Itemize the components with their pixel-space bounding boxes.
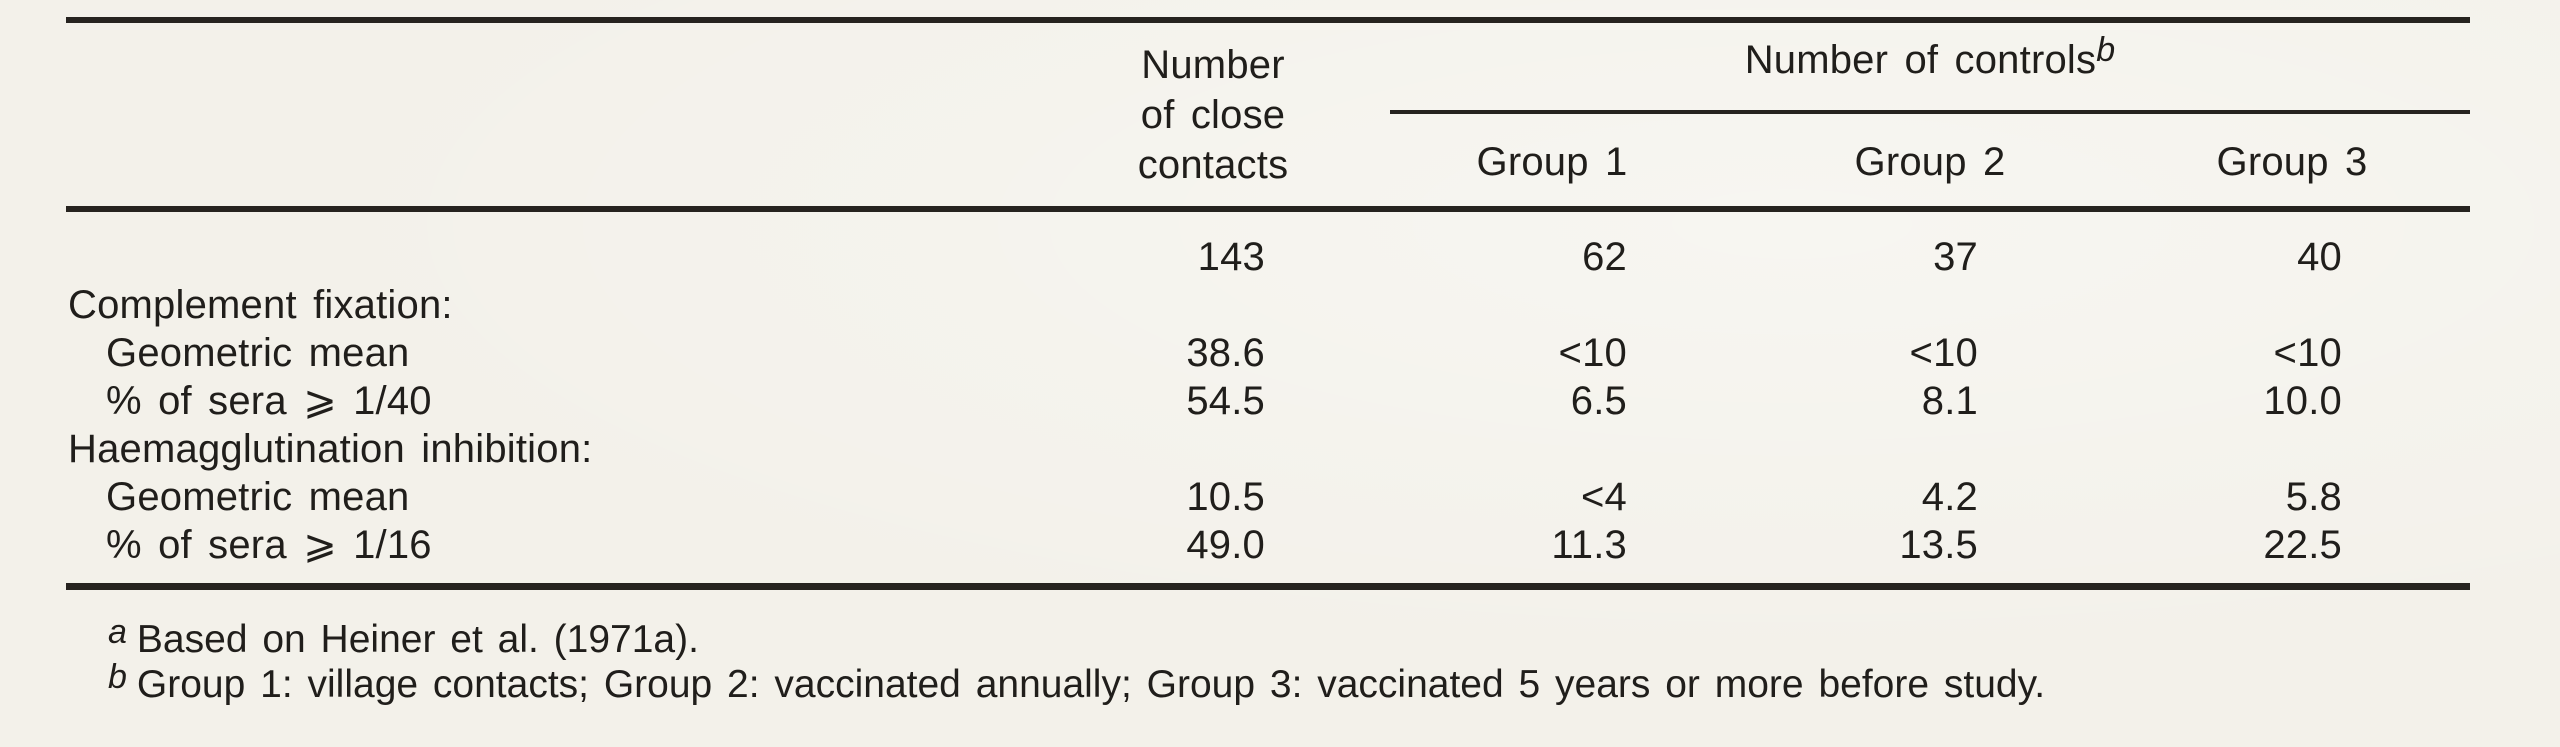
cell-hi-pct-group-2: 13.5 [1899, 523, 1978, 567]
table-bottom-rule [66, 583, 2470, 590]
cell-cf-geomean-group-3: <10 [2273, 331, 2342, 375]
footnote-a-text: Based on Heiner et al. (1971a). [136, 618, 699, 661]
row-label-cf-pct-sera: % of sera ⩾ 1/40 [106, 379, 432, 423]
cell-cf-pct-group-2: 8.1 [1921, 379, 1978, 423]
row-label-hi-pct-sera: % of sera ⩾ 1/16 [106, 523, 432, 567]
close-contacts-header-line-1: Number [1141, 43, 1285, 87]
cell-cf-pct-group-3: 10.0 [2263, 379, 2342, 423]
cell-hi-geomean-group-1: <4 [1580, 475, 1627, 519]
footnote-b: b Group 1: village contacts; Group 2: vac… [108, 658, 2046, 709]
header-divider-rule [66, 206, 2470, 212]
group-2-column-header: Group 2 [1854, 140, 2006, 184]
counts-close-contacts: 143 [1197, 235, 1265, 279]
close-contacts-header-line-2: of close [1140, 93, 1286, 137]
counts-group-2: 37 [1933, 235, 1978, 279]
cell-cf-pct-close-contacts: 54.5 [1186, 379, 1265, 423]
group-1-column-header: Group 1 [1476, 140, 1628, 184]
group-3-column-header: Group 3 [2216, 140, 2368, 184]
cell-hi-pct-group-3: 22.5 [2263, 523, 2342, 567]
row-label-hi-geometric-mean: Geometric mean [106, 475, 410, 519]
cell-cf-geomean-close-contacts: 38.6 [1186, 331, 1265, 375]
controls-spanner-rule [1390, 110, 2470, 114]
cell-cf-geomean-group-2: <10 [1909, 331, 1978, 375]
cell-hi-geomean-group-2: 4.2 [1921, 475, 1978, 519]
section-label-complement-fixation: Complement fixation: [68, 283, 453, 327]
cell-hi-geomean-close-contacts: 10.5 [1186, 475, 1265, 519]
counts-group-1: 62 [1582, 235, 1627, 279]
cell-hi-pct-close-contacts: 49.0 [1186, 523, 1265, 567]
close-contacts-column-header: Number of close contacts [1088, 40, 1338, 190]
footnote-b-marker: b [108, 658, 127, 696]
counts-group-3: 40 [2297, 235, 2342, 279]
cell-hi-geomean-group-3: 5.8 [2285, 475, 2342, 519]
footnote-b-text: Group 1: village contacts; Group 2: vacc… [136, 663, 2046, 706]
cell-hi-pct-group-1: 11.3 [1551, 523, 1627, 567]
section-label-haemagglutination-inhibition: Haemagglutination inhibition: [68, 427, 593, 471]
controls-spanner-label: Number of controls [1744, 38, 2097, 82]
close-contacts-header-line-3: contacts [1137, 143, 1289, 187]
controls-spanner-header: Number of controlsb [1390, 31, 2470, 86]
row-label-cf-geometric-mean: Geometric mean [106, 331, 410, 375]
footnote-a-marker: a [108, 613, 127, 651]
controls-footnote-marker: b [2096, 31, 2116, 69]
table-top-rule [66, 17, 2470, 23]
cell-cf-pct-group-1: 6.5 [1570, 379, 1627, 423]
cell-cf-geomean-group-1: <10 [1558, 331, 1627, 375]
footnote-a: a Based on Heiner et al. (1971a). [108, 613, 699, 664]
